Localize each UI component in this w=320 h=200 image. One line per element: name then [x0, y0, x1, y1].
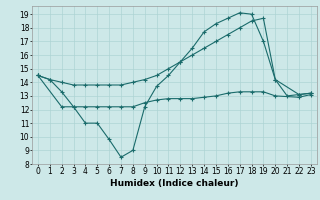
X-axis label: Humidex (Indice chaleur): Humidex (Indice chaleur) — [110, 179, 239, 188]
